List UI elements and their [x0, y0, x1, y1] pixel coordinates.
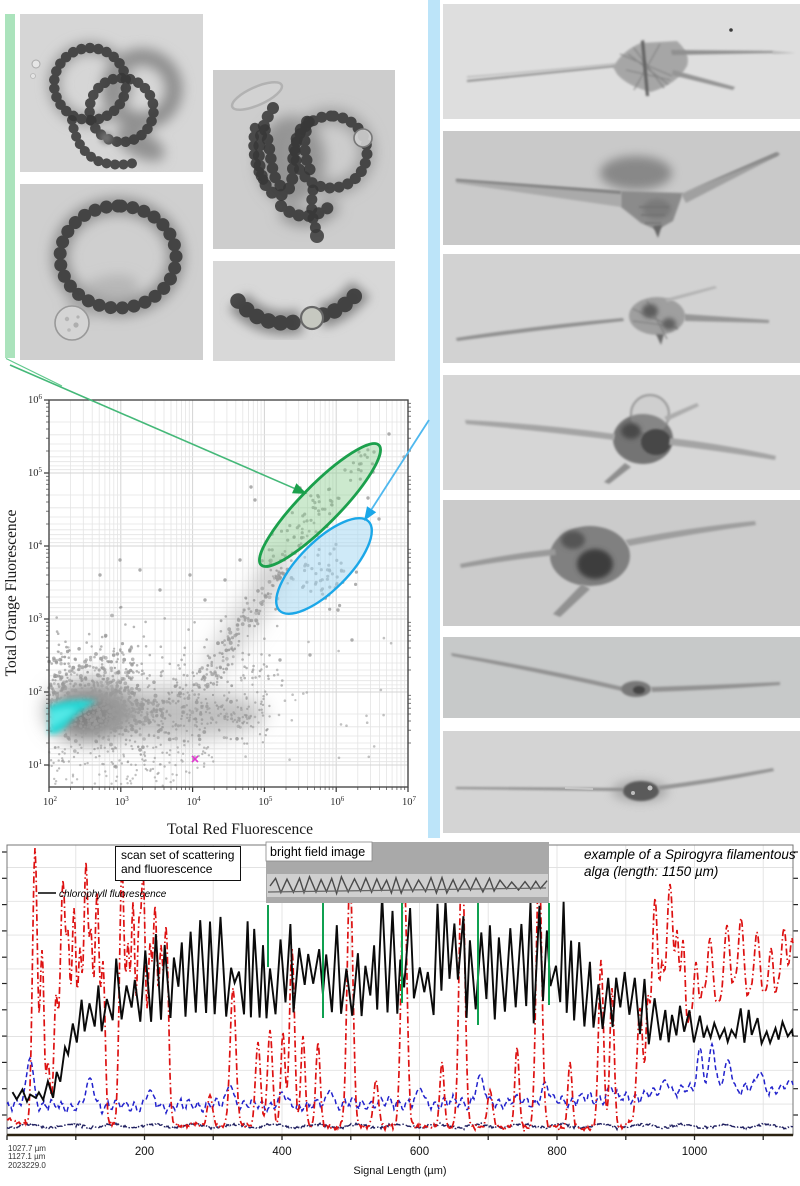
svg-text:103: 103: [115, 795, 130, 808]
svg-text:105: 105: [258, 795, 273, 808]
svg-text:Signal Length (µm): Signal Length (µm): [353, 1165, 446, 1177]
svg-text:400: 400: [272, 1146, 291, 1158]
svg-text:103: 103: [28, 612, 43, 625]
svg-text:106: 106: [330, 795, 345, 808]
svg-text:Total Red Fluorescence: Total Red Fluorescence: [167, 821, 313, 838]
svg-text:800: 800: [547, 1146, 566, 1158]
svg-text:alga (length: 1150 µm): alga (length: 1150 µm): [584, 864, 718, 879]
svg-text:200: 200: [135, 1146, 154, 1158]
svg-text:bright field image: bright field image: [270, 845, 365, 859]
svg-text:1000: 1000: [682, 1146, 708, 1158]
svg-text:105: 105: [28, 466, 43, 479]
svg-text:600: 600: [410, 1146, 429, 1158]
svg-text:1027.7 µm: 1027.7 µm: [8, 1144, 46, 1153]
svg-text:107: 107: [402, 795, 417, 808]
svg-text:1127.1 µm: 1127.1 µm: [8, 1152, 46, 1161]
svg-text:102: 102: [43, 795, 58, 808]
svg-text:chlorophyll fluorescence: chlorophyll fluorescence: [59, 889, 167, 900]
svg-text:101: 101: [28, 758, 43, 771]
svg-text:106: 106: [28, 393, 43, 406]
svg-text:102: 102: [28, 685, 43, 698]
svg-text:104: 104: [28, 539, 43, 552]
svg-text:104: 104: [187, 795, 202, 808]
svg-text:Total Orange Fluorescence: Total Orange Fluorescence: [3, 510, 20, 677]
svg-text:example of a Spirogyra filamen: example of a Spirogyra filamentous: [584, 847, 796, 862]
svg-text:2023229.0: 2023229.0: [8, 1161, 46, 1170]
